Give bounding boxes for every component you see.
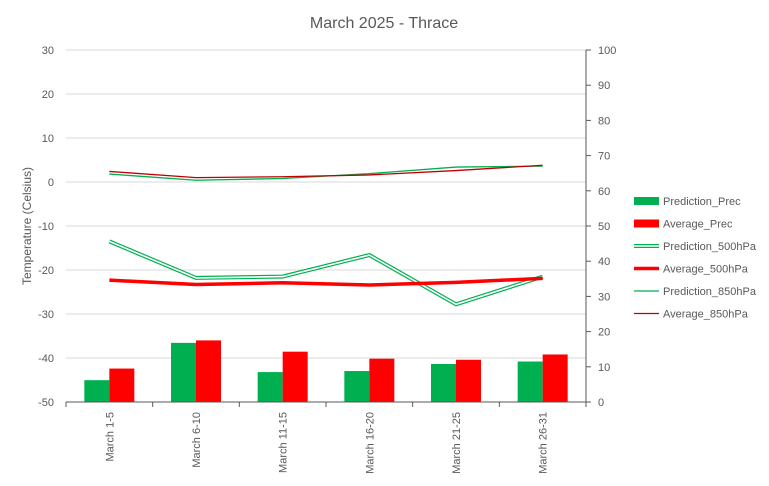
bar-prediction-prec [517, 361, 543, 402]
bar-prediction-prec [344, 371, 370, 402]
x-category-label: March 21-25 [451, 412, 463, 474]
y-right-tick-label: 30 [598, 291, 610, 303]
y-left-tick-label: -50 [38, 397, 54, 409]
bar-prediction-prec [171, 342, 196, 402]
y-right-tick-label: 0 [598, 397, 604, 409]
legend-prediction-prec-swatch [634, 197, 659, 205]
y-left-tick-label: -20 [38, 265, 54, 277]
bar-prediction-prec [257, 372, 283, 402]
legend-average-500hpa-label: Average_500hPa [663, 264, 749, 276]
legend-average-prec-label: Average_Prec [663, 219, 733, 231]
line-prediction-500hpa-inner [109, 240, 543, 306]
x-category-label: March 1-5 [104, 412, 116, 462]
y-right-tick-label: 60 [598, 186, 610, 198]
legend-prediction-500hpa-label: Prediction_500hPa [663, 241, 757, 253]
y-right-tick-label: 100 [598, 45, 616, 57]
y-left-tick-label: 10 [42, 133, 54, 145]
bar-prediction-prec [431, 363, 456, 402]
line-average-500hpa [109, 276, 543, 287]
y-left-tick-label: 20 [42, 89, 54, 101]
x-category-label: March 11-15 [278, 412, 290, 473]
bar-average-prec [456, 359, 481, 402]
line-prediction-850hpa [109, 165, 543, 181]
y-left-tick-label: 0 [48, 177, 54, 189]
legend-prediction-prec-label: Prediction_Prec [663, 196, 741, 208]
bar-average-prec [109, 368, 135, 402]
x-category-label: March 26-31 [538, 412, 550, 474]
bar-prediction-prec [84, 380, 110, 402]
y-left-tick-label: -30 [38, 309, 54, 321]
y-axis-left-label: Temperature (Celsius) [20, 167, 34, 285]
y-right-tick-label: 20 [598, 327, 610, 339]
y-right-tick-label: 90 [598, 80, 610, 92]
y-right-tick-label: 40 [598, 256, 610, 268]
line-prediction-500hpa [108, 239, 544, 307]
y-right-tick-label: 70 [598, 151, 610, 163]
legend-average-850hpa-label: Average_850hPa [663, 309, 749, 321]
y-right-tick-label: 80 [598, 115, 610, 127]
bar-average-prec [369, 358, 395, 402]
bar-average-prec [542, 354, 568, 402]
y-right-tick-label: 10 [598, 362, 610, 374]
line-average-850hpa [109, 164, 543, 179]
legend-prediction-850hpa-label: Prediction_850hPa [663, 286, 757, 298]
bar-average-prec [196, 340, 221, 402]
x-category-label: March 16-20 [364, 412, 376, 474]
y-left-tick-label: -40 [38, 353, 54, 365]
y-left-tick-label: 30 [42, 45, 54, 57]
y-left-tick-label: -10 [38, 221, 54, 233]
chart-title: March 2025 - Thrace [310, 15, 458, 32]
bar-average-prec [282, 351, 308, 402]
legend-average-prec-swatch [634, 219, 659, 228]
x-category-label: March 6-10 [191, 412, 203, 468]
y-right-tick-label: 50 [598, 221, 610, 233]
